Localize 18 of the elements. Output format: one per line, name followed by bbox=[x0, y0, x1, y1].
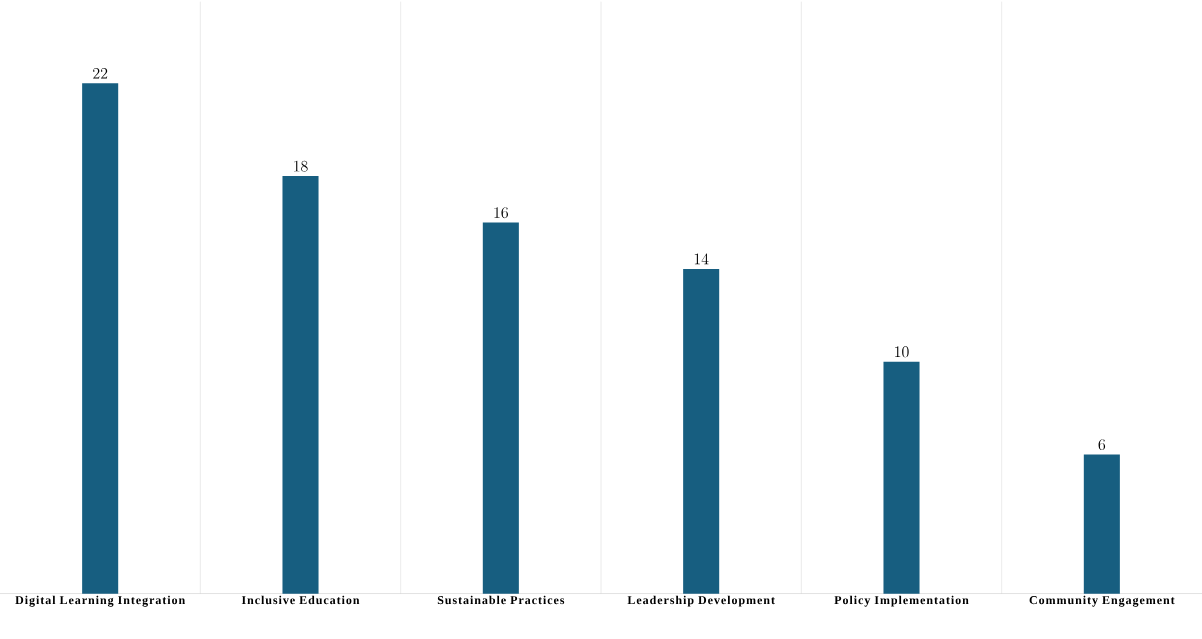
bar bbox=[683, 268, 720, 594]
x-tick-label: Policy Implementation bbox=[834, 595, 969, 607]
bar bbox=[282, 176, 319, 594]
x-tick-label: Sustainable Practices bbox=[437, 595, 565, 605]
x-tick-label: Leadership Development bbox=[627, 595, 775, 607]
data-label: 16 bbox=[494, 207, 508, 219]
bar bbox=[82, 83, 119, 594]
data-label: 18 bbox=[294, 160, 308, 172]
x-tick-label: Inclusive Education bbox=[241, 595, 360, 605]
data-label: 22 bbox=[93, 67, 108, 79]
bar bbox=[482, 222, 519, 594]
data-label: 10 bbox=[895, 346, 909, 358]
bar bbox=[1083, 454, 1120, 594]
data-label: 6 bbox=[1098, 439, 1106, 451]
bar bbox=[883, 361, 920, 594]
x-tick-label: Community Engagement bbox=[1029, 595, 1175, 607]
x-tick-label: Digital Learning Integration bbox=[15, 595, 186, 607]
data-label: 14 bbox=[694, 253, 709, 265]
